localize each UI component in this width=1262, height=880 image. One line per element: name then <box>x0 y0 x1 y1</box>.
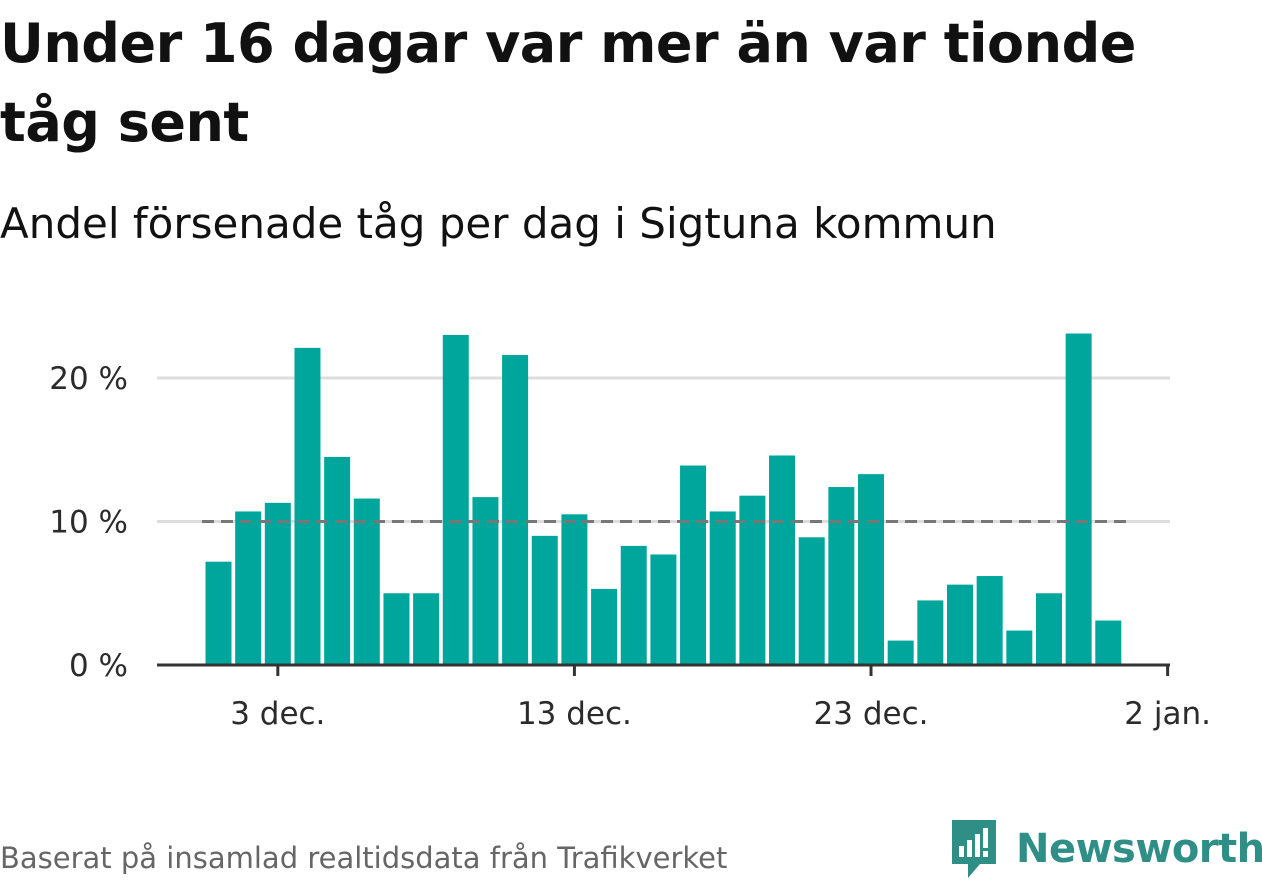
y-tick-label: 10 % <box>49 505 128 541</box>
bar-2023-12-28 <box>1006 630 1033 665</box>
source-note: Baserat på insamlad realtidsdata från Tr… <box>0 841 728 875</box>
bar-2023-12-25 <box>917 600 944 665</box>
y-tick-label: 0 % <box>69 648 128 684</box>
chart-title: Under 16 dagar var mer än var tionde tåg… <box>0 12 1136 154</box>
x-tick-label: 23 dec. <box>814 696 929 732</box>
y-tick-label: 20 % <box>49 361 128 397</box>
newsworthy-logo: Newsworthy <box>950 818 1262 880</box>
tick-labels: 0 % 10 % 20 % 3 dec. 13 dec. 23 dec. 2 jan. <box>49 361 1211 732</box>
bar-2023-12-22 <box>828 487 855 665</box>
bar-2023-12-29 <box>1035 593 1062 665</box>
bar-2023-12-27 <box>976 576 1003 665</box>
bar-2023-12-10 <box>472 497 499 665</box>
bar-2023-12-11 <box>502 355 529 665</box>
bars <box>205 333 1122 665</box>
bar-2023-12-30 <box>1065 333 1092 665</box>
bar-2023-12-06 <box>353 498 380 665</box>
bar-2023-12-08 <box>413 593 440 665</box>
bar-2023-12-07 <box>383 593 410 665</box>
bar-2023-12-19 <box>739 495 766 665</box>
logo-text: Newsworthy <box>1016 826 1262 872</box>
bar-2023-12-09 <box>442 334 469 665</box>
bar-2023-12-24 <box>887 640 914 665</box>
bar-2023-12-23 <box>858 474 885 665</box>
axes <box>157 663 1170 676</box>
bar-chart: 0 % 10 % 20 % 3 dec. 13 dec. 23 dec. 2 jan. <box>49 333 1211 732</box>
bar-2023-12-18 <box>709 511 736 665</box>
bar-2023-12-26 <box>947 584 973 665</box>
bar-2023-12-05 <box>324 456 351 665</box>
bar-2023-12-14 <box>591 588 618 665</box>
bar-2023-12-12 <box>531 535 558 665</box>
bar-2023-12-21 <box>798 537 825 665</box>
bar-2023-12-17 <box>680 465 707 665</box>
newsworthy-logo-icon <box>952 820 996 878</box>
bar-2023-12-01 <box>205 561 232 665</box>
bar-2023-12-20 <box>769 455 796 665</box>
bar-2023-12-04 <box>294 347 321 665</box>
x-tick-label: 2 jan. <box>1124 696 1211 732</box>
x-tick-label: 3 dec. <box>230 696 325 732</box>
bar-2023-12-13 <box>561 514 588 665</box>
x-tick-label: 13 dec. <box>517 696 632 732</box>
bar-2023-12-02 <box>235 511 262 665</box>
bar-2023-12-03 <box>264 502 291 665</box>
bar-2023-12-15 <box>620 545 647 665</box>
bar-2023-12-16 <box>650 554 677 665</box>
chart-subtitle: Andel försenade tåg per dag i Sigtuna ko… <box>0 199 997 248</box>
bar-2023-12-31 <box>1095 620 1122 665</box>
